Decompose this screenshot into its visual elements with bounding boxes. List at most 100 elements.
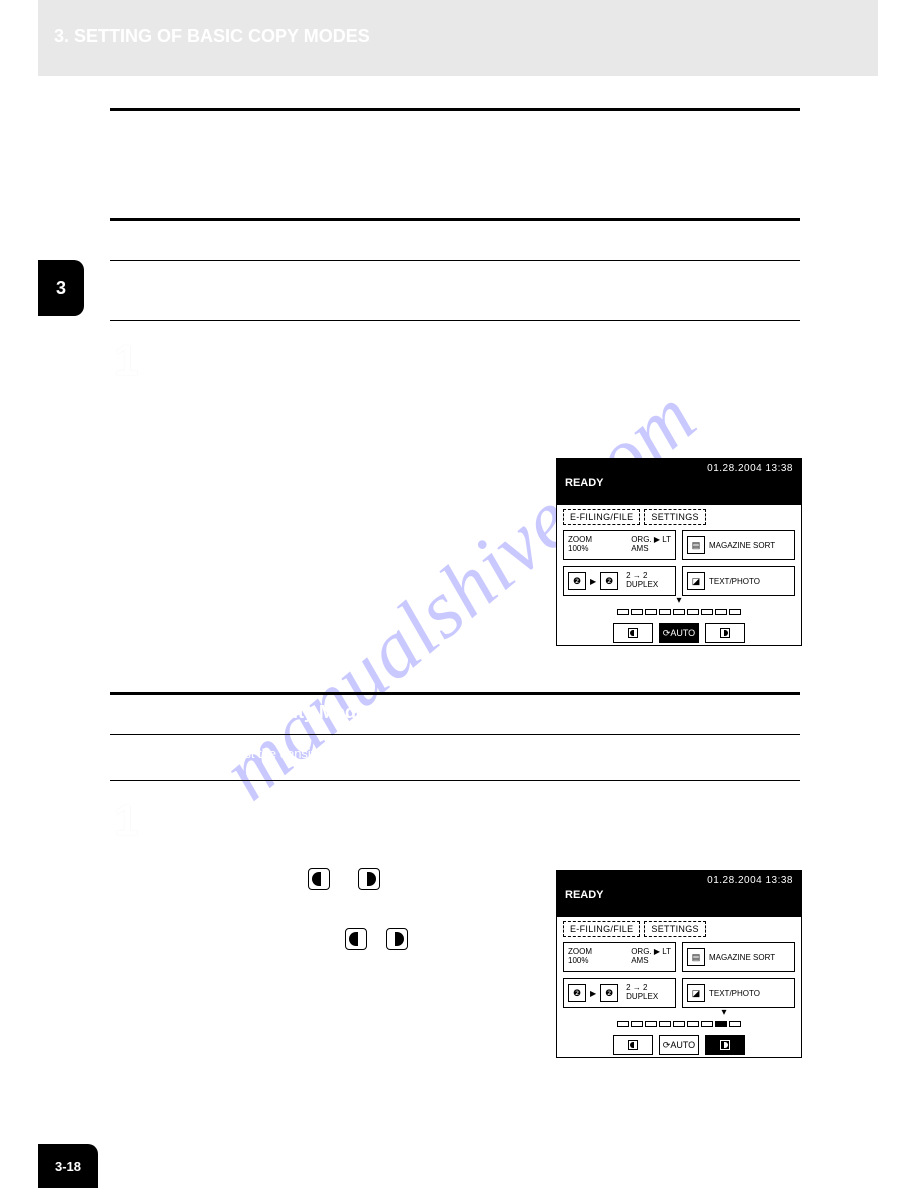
- lcd-density-buttons: ⟳ AUTO: [557, 621, 801, 649]
- darker-icon: [386, 928, 408, 950]
- step2-tip-mid: or: [371, 930, 386, 945]
- page-number-tab: 3-18: [38, 1144, 98, 1188]
- subsection-manual-desc: You can manually adjust the density leve…: [114, 744, 794, 764]
- section-desc: There are 2 types of image density adjus…: [114, 158, 794, 197]
- lcd-density-scale: [609, 1021, 749, 1031]
- lcd-textphoto-label: TEXT/PHOTO: [709, 989, 760, 998]
- lcd-textphoto-label: TEXT/PHOTO: [709, 577, 760, 586]
- lcd-textphoto-cell[interactable]: ◪ TEXT/PHOTO: [682, 566, 795, 596]
- subsection-rule-top: [110, 218, 800, 221]
- lcd-row-1: ZOOM 100% ORG. ▶ LT AMS ▤ MAGAZINE SORT: [557, 939, 801, 975]
- lcd-tabs: E-FILING/FILE SETTINGS: [557, 505, 801, 527]
- step2-title-prefix: Press either the: [166, 809, 283, 826]
- lcd-zoom-value: 100%: [568, 545, 592, 554]
- lcd-ready: READY: [565, 477, 604, 489]
- lcd-zoom-value: 100%: [568, 957, 592, 966]
- lcd-tab-efiling[interactable]: E-FILING/FILE: [563, 509, 640, 525]
- lcd-screenshot-auto: 01.28.2004 13:38 READY E-FILING/FILE SET…: [556, 458, 802, 646]
- step2-tip-body: Each time you press either the or button…: [166, 928, 546, 971]
- lcd-zoom-cell[interactable]: ZOOM 100% ORG. ▶ LT AMS: [563, 942, 676, 972]
- lighter-icon: [308, 868, 330, 890]
- lighter-icon: [628, 1040, 638, 1050]
- lcd-density-buttons: ⟳ AUTO: [557, 1033, 801, 1061]
- step1-body: - If the Automatic copy density mode is …: [166, 390, 546, 429]
- lcd-textphoto-cell[interactable]: ◪ TEXT/PHOTO: [682, 978, 795, 1008]
- darker-icon: [720, 1040, 730, 1050]
- subsection-manual-rule-top: [110, 692, 800, 695]
- page-icon: ❷: [600, 984, 618, 1002]
- lcd-auto-button[interactable]: ⟳ AUTO: [659, 623, 699, 643]
- lcd-auto-label: AUTO: [670, 1040, 695, 1050]
- step2-tip-label: Tip: [166, 910, 185, 925]
- darker-icon: [358, 868, 380, 890]
- page-icon: ❷: [600, 572, 618, 590]
- arrow-icon: ▶: [590, 989, 596, 998]
- lcd-row-2: ❷ ▶ ❷ 2 → 2 DUPLEX ◪ TEXT/PHOTO: [557, 975, 801, 1011]
- lcd-magsort-label: MAGAZINE SORT: [709, 541, 775, 550]
- lcd-zoom-cell[interactable]: ZOOM 100% ORG. ▶ LT AMS: [563, 530, 676, 560]
- lcd-darker-button[interactable]: [705, 1035, 745, 1055]
- lcd-magsort-label: MAGAZINE SORT: [709, 953, 775, 962]
- darker-icon: [720, 628, 730, 638]
- step1-number: 1: [114, 336, 138, 386]
- lcd-time: 01.28.2004 13:38: [707, 463, 793, 474]
- lcd-header: 01.28.2004 13:38 READY: [557, 871, 801, 917]
- lcd-row-1: ZOOM 100% ORG. ▶ LT AMS ▤ MAGAZINE SORT: [557, 527, 801, 563]
- section-title: SELECTING IMAGE DENSITY: [144, 118, 477, 146]
- step2-number: 1: [114, 796, 138, 846]
- step2-title-mid: or: [343, 809, 362, 826]
- lcd-tabs: E-FILING/FILE SETTINGS: [557, 917, 801, 939]
- lcd-ams-label: AMS: [631, 545, 671, 554]
- lcd-pointer-icon: ▾: [557, 1011, 801, 1015]
- lcd-time: 01.28.2004 13:38: [707, 875, 793, 886]
- lcd-auto-label: AUTO: [670, 628, 695, 638]
- lcd-duplex-cell[interactable]: ❷ ▶ ❷ 2 → 2 DUPLEX: [563, 978, 676, 1008]
- subsection-rule-bottom: [110, 260, 800, 261]
- lcd-ready: READY: [565, 889, 604, 901]
- section-number: 9.: [114, 118, 134, 146]
- subsection-manual-title: Manual Copy Density Mode: [132, 702, 366, 723]
- lcd-tab-settings[interactable]: SETTINGS: [644, 509, 705, 525]
- step1-tip-label: Tip: [166, 424, 185, 439]
- lcd-tab-settings[interactable]: SETTINGS: [644, 921, 705, 937]
- subsection-auto-desc: This equipment automatically detects the…: [114, 270, 794, 309]
- subsection-manual-rule-bottom: [110, 734, 800, 735]
- step1-title: Confirm that the [AUTO] button on the ba…: [166, 346, 546, 380]
- step1-rule: [110, 320, 800, 321]
- step2-title: Press either the (lighter) or (darker) b…: [166, 806, 556, 854]
- lcd-row-2: ❷ ▶ ❷ 2 → 2 DUPLEX ◪ TEXT/PHOTO: [557, 563, 801, 599]
- page-icon: ❷: [568, 572, 586, 590]
- lcd-pointer-icon: ▾: [557, 599, 801, 603]
- top-banner: 3. SETTING OF BASIC COPY MODES: [38, 0, 878, 76]
- document-icon: ▤: [687, 948, 705, 966]
- photo-icon: ◪: [687, 572, 705, 590]
- lcd-duplex-label: DUPLEX: [626, 993, 658, 1002]
- lcd-magsort-cell[interactable]: ▤ MAGAZINE SORT: [682, 942, 795, 972]
- lcd-header: 01.28.2004 13:38 READY: [557, 459, 801, 505]
- document-icon: ▤: [687, 536, 705, 554]
- lighter-icon: [345, 928, 367, 950]
- step1-tip-body: At the color mode of AUTO COLOR and FULL…: [166, 442, 546, 501]
- arrow-icon: ▶: [590, 577, 596, 586]
- lcd-density-scale: [609, 609, 749, 619]
- footer-section-label: SELECTING IMAGE DENSITY: [110, 1162, 262, 1174]
- banner-title: 3. SETTING OF BASIC COPY MODES: [54, 26, 370, 47]
- page-icon: ❷: [568, 984, 586, 1002]
- lighter-icon: [628, 628, 638, 638]
- lcd-auto-button[interactable]: ⟳ AUTO: [659, 1035, 699, 1055]
- photo-icon: ◪: [687, 984, 705, 1002]
- lcd-magsort-cell[interactable]: ▤ MAGAZINE SORT: [682, 530, 795, 560]
- lcd-screenshot-manual: 01.28.2004 13:38 READY E-FILING/FILE SET…: [556, 870, 802, 1058]
- chapter-tab: 3: [38, 260, 84, 316]
- lcd-ams-label: AMS: [631, 957, 671, 966]
- lcd-duplex-label: DUPLEX: [626, 581, 658, 590]
- lcd-lighter-button[interactable]: [613, 623, 653, 643]
- section-header-rule: [110, 108, 800, 111]
- step2-rule: [110, 780, 800, 781]
- step2-tip-prefix: Each time you press either the: [166, 930, 345, 945]
- subsection-auto-title: Automatic Copy Density Mode: [132, 228, 392, 249]
- lcd-tab-efiling[interactable]: E-FILING/FILE: [563, 921, 640, 937]
- lcd-duplex-cell[interactable]: ❷ ▶ ❷ 2 → 2 DUPLEX: [563, 566, 676, 596]
- lcd-darker-button[interactable]: [705, 623, 745, 643]
- lcd-lighter-button[interactable]: [613, 1035, 653, 1055]
